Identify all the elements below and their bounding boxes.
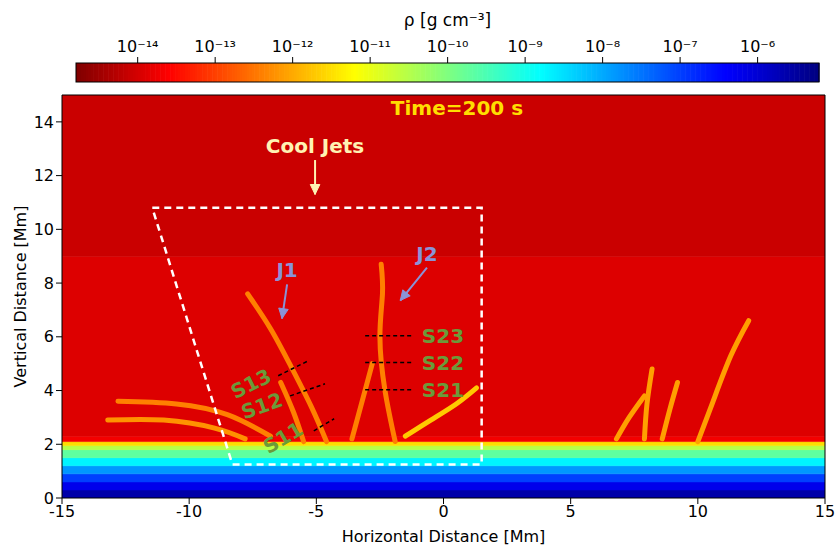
svg-text:S22: S22 <box>422 351 464 375</box>
svg-text:Horizontal Distance [Mm]: Horizontal Distance [Mm] <box>342 527 546 546</box>
svg-text:2: 2 <box>44 435 54 454</box>
svg-text:10⁻¹²: 10⁻¹² <box>272 37 314 56</box>
svg-text:14: 14 <box>34 113 54 132</box>
svg-text:0: 0 <box>438 502 448 521</box>
svg-text:S12: S12 <box>238 387 286 425</box>
svg-text:4: 4 <box>44 381 54 400</box>
svg-text:0: 0 <box>44 489 54 508</box>
svg-text:10: 10 <box>34 220 54 239</box>
svg-text:Cool Jets: Cool Jets <box>266 134 364 158</box>
svg-text:10⁻⁷: 10⁻⁷ <box>662 37 697 56</box>
svg-text:-15: -15 <box>48 502 76 522</box>
svg-text:Time=200 s: Time=200 s <box>391 96 523 120</box>
svg-text:-5: -5 <box>308 502 324 521</box>
svg-text:Vertical Distance [Mm]: Vertical Distance [Mm] <box>11 206 30 388</box>
svg-text:J1: J1 <box>274 258 297 282</box>
svg-text:10⁻¹¹: 10⁻¹¹ <box>349 37 391 56</box>
svg-text:8: 8 <box>44 274 54 293</box>
svg-text:10⁻¹⁴: 10⁻¹⁴ <box>117 37 159 56</box>
svg-text:ρ [g cm⁻³]: ρ [g cm⁻³] <box>404 10 491 30</box>
svg-text:10⁻¹³: 10⁻¹³ <box>194 37 236 56</box>
svg-text:-10: -10 <box>176 502 202 521</box>
svg-text:J2: J2 <box>414 242 437 266</box>
svg-text:S21: S21 <box>422 378 464 402</box>
svg-text:10: 10 <box>688 502 708 521</box>
svg-text:10⁻⁹: 10⁻⁹ <box>508 37 543 56</box>
svg-text:10⁻¹⁰: 10⁻¹⁰ <box>427 37 469 56</box>
svg-text:5: 5 <box>566 502 576 521</box>
svg-text:S13: S13 <box>227 364 276 404</box>
svg-text:10⁻⁸: 10⁻⁸ <box>585 37 620 56</box>
svg-text:S23: S23 <box>422 324 464 348</box>
svg-text:15: 15 <box>815 502 835 521</box>
svg-text:10⁻⁶: 10⁻⁶ <box>740 37 775 56</box>
svg-text:6: 6 <box>44 327 54 346</box>
svg-text:12: 12 <box>34 166 54 185</box>
svg-text:S11: S11 <box>259 417 308 459</box>
